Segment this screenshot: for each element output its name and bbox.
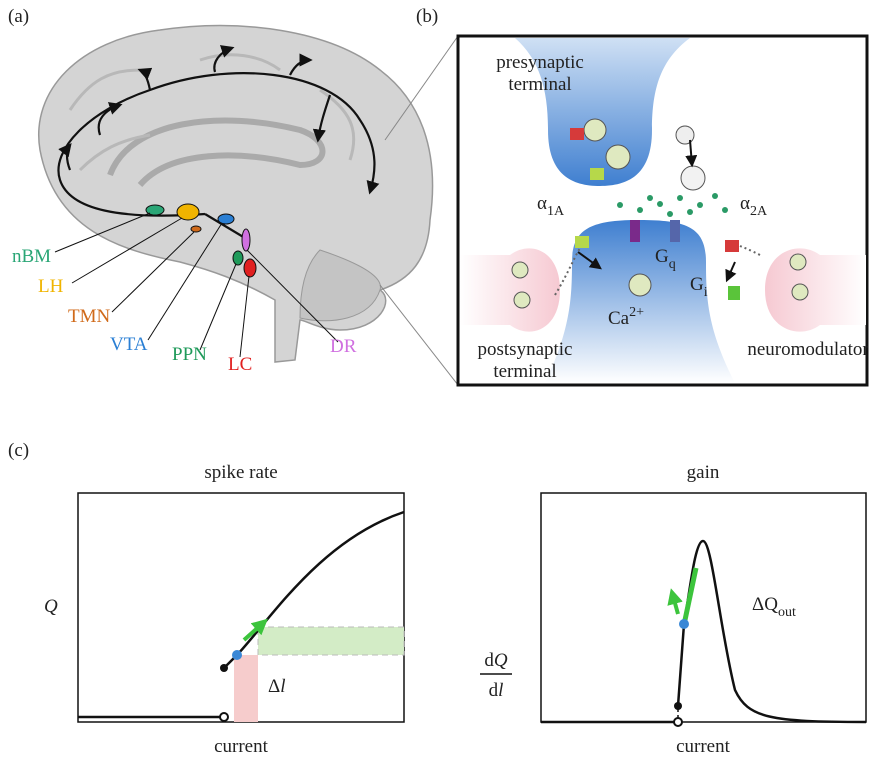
region-label: PPN bbox=[172, 344, 207, 365]
x-axis-label: current bbox=[676, 736, 731, 757]
superscript: 2+ bbox=[629, 305, 644, 320]
open-point bbox=[674, 718, 682, 726]
subscript: i bbox=[704, 285, 708, 300]
symbol: d bbox=[484, 650, 494, 671]
postsynaptic-label: postsynaptic bbox=[478, 339, 573, 360]
variable: l bbox=[280, 676, 285, 697]
y-axis-label: Q bbox=[44, 596, 58, 617]
symbol: d bbox=[489, 680, 499, 701]
symbol: G bbox=[655, 246, 669, 267]
filled-point bbox=[674, 702, 682, 710]
figure: (a) nBM LHTMN VTA PPN LC DR (b) bbox=[0, 0, 869, 762]
region-label: nBM bbox=[12, 246, 51, 267]
panel-label: (a) bbox=[8, 6, 29, 27]
panel-label: (b) bbox=[416, 6, 438, 27]
input-band bbox=[234, 655, 258, 722]
symbol: ΔQ bbox=[752, 594, 778, 615]
output-band bbox=[258, 627, 404, 655]
neuromodulator-label: neuromodulator bbox=[747, 339, 869, 360]
subscript: out bbox=[778, 605, 796, 620]
x-axis-label: current bbox=[214, 736, 269, 757]
variable: Q bbox=[494, 650, 508, 671]
subscript: 1A bbox=[547, 204, 565, 219]
region-label: LC bbox=[228, 354, 252, 375]
region-label: DR bbox=[330, 336, 357, 357]
plot-frame bbox=[541, 493, 866, 722]
open-point bbox=[220, 713, 228, 721]
y-axis-label: dQ bbox=[484, 650, 508, 671]
y-axis-label: dl bbox=[489, 680, 504, 701]
plot-title: spike rate bbox=[204, 462, 277, 483]
filled-point bbox=[220, 664, 228, 672]
plot-title: gain bbox=[687, 462, 720, 483]
variable: l bbox=[498, 680, 503, 701]
subscript: q bbox=[669, 257, 676, 272]
symbol: Δ bbox=[268, 676, 280, 697]
operating-point bbox=[232, 650, 242, 660]
symbol: G bbox=[690, 274, 704, 295]
symbol: α bbox=[537, 193, 547, 214]
presynaptic-label: terminal bbox=[508, 74, 571, 95]
region-label: VTA bbox=[110, 334, 148, 355]
postsynaptic-label: terminal bbox=[493, 361, 556, 382]
delta-label: Δl bbox=[268, 676, 286, 697]
panel-label: (c) bbox=[8, 440, 29, 461]
symbol: α bbox=[740, 193, 750, 214]
presynaptic-label: presynaptic bbox=[496, 52, 584, 73]
subscript: 2A bbox=[750, 204, 768, 219]
region-label: TMN bbox=[68, 306, 111, 327]
operating-point bbox=[679, 619, 689, 629]
region-label: LH bbox=[38, 276, 64, 297]
symbol: Ca bbox=[608, 308, 630, 329]
